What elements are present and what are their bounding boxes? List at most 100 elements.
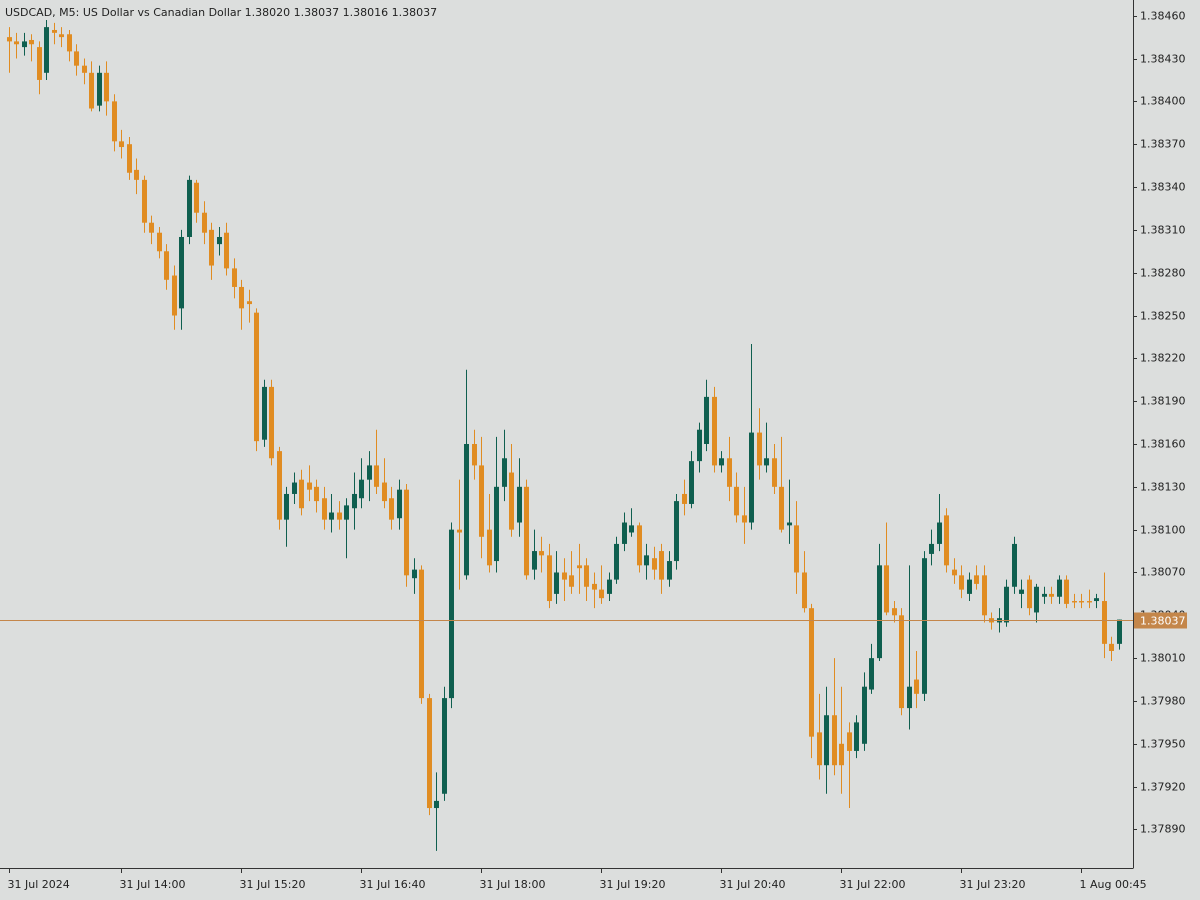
candle-body	[487, 529, 492, 566]
x-tick-label: 31 Jul 19:20	[600, 878, 666, 891]
candle-body	[577, 565, 582, 569]
candle-body	[284, 493, 289, 520]
candle-body	[517, 486, 522, 523]
candle-body	[329, 512, 334, 520]
y-tick-label: 1.38280	[1140, 267, 1186, 280]
candle-body	[359, 479, 364, 499]
candle-body	[937, 522, 942, 544]
candle-body	[232, 268, 237, 287]
y-tick-label: 1.38340	[1140, 181, 1186, 194]
candle-body	[787, 522, 792, 526]
candle-body	[862, 686, 867, 744]
y-tick-label: 1.38010	[1140, 652, 1186, 665]
candle-body	[1072, 601, 1077, 603]
y-tick-label: 1.38190	[1140, 395, 1186, 408]
candle-body	[584, 565, 589, 587]
candle-body	[224, 232, 229, 269]
x-tick-label: 31 Jul 15:20	[240, 878, 306, 891]
y-tick-label: 1.38220	[1140, 352, 1186, 365]
candle-body	[734, 486, 739, 516]
candle-body	[877, 565, 882, 659]
candle-body	[194, 182, 199, 213]
candle-body	[1019, 589, 1024, 594]
candle-body	[14, 41, 19, 45]
candle-body	[457, 529, 462, 533]
last-price-box	[1134, 612, 1187, 629]
y-tick-label: 1.37920	[1140, 781, 1186, 794]
x-tick-label: 31 Jul 22:00	[840, 878, 906, 891]
candle-body	[719, 458, 724, 466]
candle-body	[1102, 601, 1107, 644]
candle-body	[277, 451, 282, 520]
candle-body	[697, 429, 702, 462]
candle-body	[142, 179, 147, 223]
candle-body	[622, 522, 627, 544]
candle-body	[262, 386, 267, 440]
candle-body	[704, 396, 709, 444]
candle-body	[1004, 586, 1009, 623]
candle-body	[397, 489, 402, 519]
candle-body	[1034, 586, 1039, 613]
candle-body	[427, 698, 432, 809]
candle-body	[1109, 643, 1114, 651]
candle-body	[982, 575, 987, 616]
candle-body	[157, 232, 162, 252]
candle-body	[464, 443, 469, 576]
candle-body	[539, 551, 544, 556]
candle-body	[382, 482, 387, 502]
candle-body	[412, 569, 417, 579]
candle-body	[914, 679, 919, 694]
candle-body	[929, 543, 934, 554]
candle-body	[322, 498, 327, 520]
candle-body	[569, 575, 574, 587]
candle-body	[127, 144, 132, 173]
candle-body	[29, 39, 34, 45]
candle-body	[899, 615, 904, 709]
candle-body	[164, 251, 169, 280]
candle-body	[292, 482, 297, 494]
candle-body	[52, 29, 57, 33]
candle-body	[562, 572, 567, 580]
y-tick-label: 1.38070	[1140, 566, 1186, 579]
candle-body	[907, 686, 912, 709]
candle-body	[689, 461, 694, 504]
candle-body	[44, 27, 49, 73]
candle-body	[599, 589, 604, 599]
y-tick-label: 1.38250	[1140, 310, 1186, 323]
candle-body	[532, 551, 537, 570]
candle-body	[922, 558, 927, 694]
candle-body	[817, 732, 822, 766]
candle-body	[269, 386, 274, 459]
y-tick-label: 1.38430	[1140, 53, 1186, 66]
candle-body	[434, 800, 439, 809]
candle-body	[667, 561, 672, 580]
candle-body	[479, 465, 484, 537]
candle-body	[749, 432, 754, 523]
candle-body	[74, 51, 79, 66]
candle-body	[67, 34, 72, 52]
candle-body	[727, 458, 732, 487]
candle-body	[389, 498, 394, 520]
candle-body	[967, 579, 972, 594]
candle-body	[209, 229, 214, 266]
candle-body	[802, 572, 807, 609]
candle-body	[239, 286, 244, 309]
x-tick-label: 31 Jul 14:00	[120, 878, 186, 891]
candle-body	[97, 72, 102, 106]
x-tick-label: 31 Jul 20:40	[720, 878, 786, 891]
candle-body	[809, 608, 814, 737]
y-tick-label: 1.38460	[1140, 10, 1186, 23]
candle-body	[344, 505, 349, 520]
candle-body	[832, 715, 837, 766]
candle-body	[1049, 593, 1054, 597]
candle-body	[1087, 601, 1092, 603]
candle-body	[892, 608, 897, 616]
candle-body	[974, 575, 979, 584]
candle-body	[134, 169, 139, 180]
candle-body	[1027, 579, 1032, 609]
last-price-label: 1.38037	[1140, 615, 1186, 628]
candle-body	[502, 458, 507, 487]
candle-body	[644, 555, 649, 566]
